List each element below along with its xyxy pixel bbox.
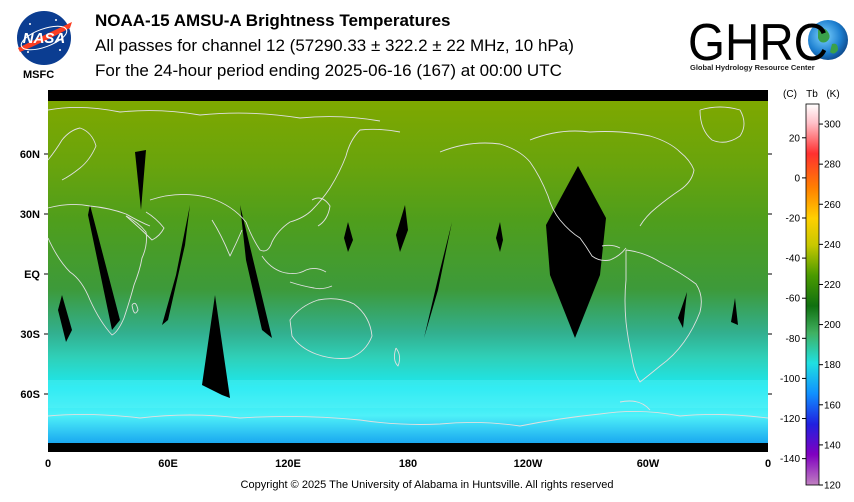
- gap-north-america: [546, 166, 606, 338]
- period-subtitle: For the 24-hour period ending 2025-06-16…: [95, 61, 562, 80]
- south-bright-band: [48, 380, 768, 408]
- lat-label-60s: 60S: [20, 389, 40, 401]
- gap-arabia-swath: [88, 205, 120, 330]
- celsius-tick-label: -20: [786, 213, 801, 224]
- celsius-tick-label: 0: [794, 173, 800, 184]
- page-title: NOAA-15 AMSU-A Brightness Temperatures: [95, 11, 451, 30]
- nasa-logo: NASA: [17, 11, 72, 65]
- lat-label-60n: 60N: [20, 149, 40, 161]
- coast-arabia: [125, 211, 165, 241]
- coast-arctic: [47, 106, 381, 122]
- gap-pacific-3: [424, 222, 452, 338]
- celsius-tick-label: -120: [780, 414, 800, 425]
- celsius-tick-label: 20: [789, 133, 801, 144]
- lat-label-30n: 30N: [20, 209, 40, 221]
- gap-southern-indian: [202, 295, 230, 398]
- copyright-notice: Copyright © 2025 The University of Alaba…: [240, 479, 614, 491]
- coast-caribbean: [601, 244, 621, 249]
- gap-pacific-1: [344, 222, 353, 252]
- lon-label-120e: 120E: [275, 458, 301, 470]
- channel-subtitle: All passes for channel 12 (57290.33 ± 32…: [95, 36, 574, 55]
- kelvin-tick-label: 220: [824, 280, 841, 291]
- coast-antarctic-peninsula: [619, 400, 651, 411]
- coast-japan: [311, 197, 331, 227]
- lon-label-60e: 60E: [158, 458, 178, 470]
- lat-label-30s: 30S: [20, 329, 40, 341]
- celsius-tick-label: -100: [780, 374, 800, 385]
- gap-pacific-4: [496, 222, 503, 252]
- colorbar-ticks: 300280260240220200180160140120200-20-40-…: [780, 120, 841, 492]
- kelvin-tick-label: 160: [824, 400, 841, 411]
- map-ticks: [44, 153, 772, 395]
- colorbar: (C) Tb (K) 30028026024022020018016014012…: [780, 89, 841, 492]
- kelvin-tick-label: 180: [824, 360, 841, 371]
- kelvin-tick-label: 280: [824, 160, 841, 171]
- kelvin-tick-label: 120: [824, 481, 841, 492]
- no-data-gaps: [58, 150, 738, 398]
- lon-label-180: 180: [399, 458, 417, 470]
- kelvin-tick-label: 260: [824, 200, 841, 211]
- coast-europe: [47, 127, 97, 181]
- coast-java: [289, 281, 333, 290]
- coast-madagascar: [131, 302, 139, 314]
- gap-south-america: [678, 292, 687, 328]
- coast-asia: [149, 128, 401, 252]
- colorbar-header-tb: Tb: [806, 89, 818, 100]
- celsius-tick-label: -80: [786, 334, 801, 345]
- lon-label-0-west: 0: [45, 458, 51, 470]
- coast-greenland: [699, 106, 745, 143]
- gap-east-atlantic: [731, 298, 738, 325]
- coast-canada: [529, 130, 695, 227]
- coast-indonesia: [261, 255, 327, 275]
- celsius-tick-label: -40: [786, 254, 801, 265]
- coast-antarctica: [47, 410, 769, 427]
- lat-label-eq: EQ: [24, 269, 40, 281]
- coast-mediterranean: [47, 203, 151, 227]
- celsius-tick-label: -60: [786, 294, 801, 305]
- lon-label-0-east: 0: [765, 458, 771, 470]
- msfc-text: MSFC: [23, 69, 55, 81]
- coast-south-america: [624, 249, 702, 383]
- ghrc-logo: GHRC: [688, 14, 848, 72]
- gap-west-africa: [58, 295, 72, 342]
- colorbar-gradient: [805, 103, 820, 486]
- coast-india: [211, 219, 243, 257]
- lon-label-120w: 120W: [514, 458, 543, 470]
- ghrc-subtitle: Global Hydrology Resource Center: [690, 63, 815, 72]
- kelvin-tick-label: 140: [824, 440, 841, 451]
- lon-label-60w: 60W: [637, 458, 660, 470]
- celsius-tick-label: -140: [780, 454, 800, 465]
- coast-australia: [289, 298, 373, 359]
- map-area: 60N 30N EQ 30S 60S 0 60E 120E 180 120W 6…: [20, 90, 772, 470]
- kelvin-tick-label: 200: [824, 320, 841, 331]
- ghrc-text: GHRC: [688, 14, 828, 72]
- kelvin-tick-label: 240: [824, 240, 841, 251]
- coastlines: [47, 106, 769, 427]
- colorbar-header-c: (C): [783, 89, 797, 100]
- coast-new-zealand: [393, 347, 401, 367]
- gap-pacific-2: [396, 205, 408, 252]
- gap-west-asia: [135, 150, 146, 210]
- colorbar-header-k: (K): [826, 89, 839, 100]
- kelvin-tick-label: 300: [824, 120, 841, 131]
- coast-north-america: [439, 142, 627, 261]
- temperature-field: [48, 101, 768, 443]
- nasa-text: NASA: [23, 30, 66, 47]
- coast-africa: [47, 215, 147, 336]
